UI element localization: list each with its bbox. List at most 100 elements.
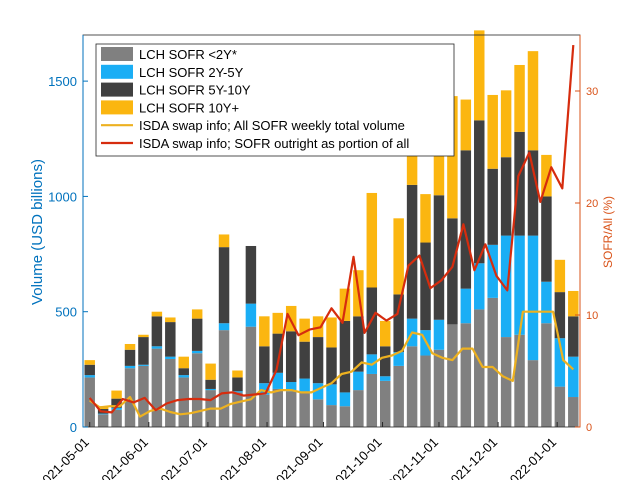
legend: LCH SOFR <2Y* LCH SOFR 2Y-5Y LCH SOFR 5Y-1… xyxy=(95,43,455,157)
x-tick-label: 2021-09-01 xyxy=(268,435,326,480)
bar-5y-10y xyxy=(259,346,270,384)
bar-5y-10y xyxy=(353,316,364,372)
x-tick-label: 2021-08-01 xyxy=(212,435,270,480)
bar-2y-5y xyxy=(500,235,512,338)
isda-total-volume-line xyxy=(89,310,575,418)
bar-lt2y xyxy=(500,337,512,427)
bar-5y-10y xyxy=(339,320,351,393)
sofr-portion-line xyxy=(88,45,575,414)
bar-2y-5y xyxy=(124,365,136,369)
bar-10y-plus xyxy=(554,259,566,293)
bar-5y-10y xyxy=(165,322,176,357)
bar-lt2y xyxy=(379,380,391,427)
bar-10y-plus xyxy=(205,363,216,380)
bar-5y-10y xyxy=(487,168,498,245)
bar-lt2y xyxy=(474,309,485,427)
bar-5y-10y xyxy=(138,337,149,365)
bar-10y-plus xyxy=(178,356,189,369)
x-tick-label: 2021-06-01 xyxy=(93,435,151,480)
legend-label: LCH SOFR <2Y* xyxy=(139,47,237,62)
x-tick-label: 2021-10-01 xyxy=(327,435,385,480)
bar-lt2y xyxy=(97,414,109,427)
bar-10y-plus xyxy=(124,343,136,350)
bar-2y-5y xyxy=(138,364,149,366)
bar-lt2y xyxy=(178,377,189,427)
bar-lt2y xyxy=(460,323,472,427)
bar-lt2y xyxy=(312,399,324,427)
bar-lt2y xyxy=(353,390,364,427)
bar-lt2y xyxy=(259,394,270,427)
bar-2y-5y xyxy=(191,350,203,354)
right-tick-label: 20 xyxy=(586,198,598,210)
right-tick-label: 30 xyxy=(586,86,598,98)
bar-10y-plus xyxy=(259,316,270,347)
bar-2y-5y xyxy=(514,235,525,335)
bar-2y-5y xyxy=(245,303,257,327)
bar-10y-plus xyxy=(285,305,297,332)
bar-lt2y xyxy=(487,297,498,427)
bar-5y-10y xyxy=(568,316,579,357)
bar-lt2y xyxy=(84,377,95,427)
bar-2y-5y xyxy=(527,235,539,361)
legend-label: LCH SOFR 10Y+ xyxy=(139,100,239,115)
legend-swatch xyxy=(101,100,133,115)
bar-2y-5y xyxy=(165,356,176,359)
bar-2y-5y xyxy=(568,356,579,398)
bar-10y-plus xyxy=(218,234,230,248)
bar-5y-10y xyxy=(272,333,284,373)
bar-5y-10y xyxy=(232,377,243,392)
x-tick-label: 2021-12-01 xyxy=(443,435,501,480)
left-tick-label: 1500 xyxy=(48,74,77,89)
bar-2y-5y xyxy=(312,383,324,400)
legend-swatch xyxy=(101,64,133,79)
bar-lt2y xyxy=(218,330,230,427)
bar-5y-10y xyxy=(312,337,324,384)
bar-10y-plus xyxy=(366,192,378,288)
bar-2y-5y xyxy=(97,413,109,415)
bar-lt2y xyxy=(151,348,163,427)
legend-label: LCH SOFR 2Y-5Y xyxy=(139,65,244,80)
bar-2y-5y xyxy=(259,383,270,395)
bar-10y-plus xyxy=(420,194,431,243)
bar-5y-10y xyxy=(554,292,566,339)
x-tick-label: 2021-05-01 xyxy=(34,435,92,480)
legend-label: ISDA swap info; All SOFR weekly total vo… xyxy=(139,118,405,133)
bar-lt2y xyxy=(393,365,404,427)
bar-5y-10y xyxy=(111,398,122,408)
bar-lt2y xyxy=(541,323,552,427)
bar-lt2y xyxy=(232,392,243,427)
bar-5y-10y xyxy=(218,247,230,324)
bar-10y-plus xyxy=(232,370,243,378)
bar-lt2y xyxy=(514,334,525,427)
bar-5y-10y xyxy=(460,150,472,289)
bar-2y-5y xyxy=(218,323,230,331)
bar-2y-5y xyxy=(84,375,95,378)
left-tick-label: 0 xyxy=(70,420,77,435)
bar-5y-10y xyxy=(326,347,337,385)
bar-10y-plus xyxy=(191,309,203,319)
legend-label: ISDA swap info; SOFR outright as portion… xyxy=(139,136,409,151)
bar-2y-5y xyxy=(339,392,351,407)
bar-10y-plus xyxy=(541,154,552,197)
bar-lt2y xyxy=(366,373,378,427)
x-tick-label: 2021-11-01 xyxy=(384,435,441,480)
bar-lt2y xyxy=(138,365,149,427)
legend-swatch xyxy=(101,82,133,97)
bar-lt2y xyxy=(285,391,297,427)
bar-2y-5y xyxy=(111,407,122,410)
bar-5y-10y xyxy=(514,131,525,236)
bar-lt2y xyxy=(326,405,337,427)
bar-2y-5y xyxy=(232,391,243,393)
bar-5y-10y xyxy=(379,346,391,377)
bar-lt2y xyxy=(299,392,310,427)
bar-2y-5y xyxy=(272,372,284,389)
bar-2y-5y xyxy=(285,382,297,392)
bar-lt2y xyxy=(111,409,122,427)
bar-5y-10y xyxy=(474,120,485,264)
bar-10y-plus xyxy=(487,94,498,169)
bar-2y-5y xyxy=(474,263,485,310)
bar-2y-5y xyxy=(541,281,552,324)
left-tick-label: 1000 xyxy=(48,189,77,204)
legend-swatch xyxy=(101,47,133,61)
bar-10y-plus xyxy=(500,90,512,158)
